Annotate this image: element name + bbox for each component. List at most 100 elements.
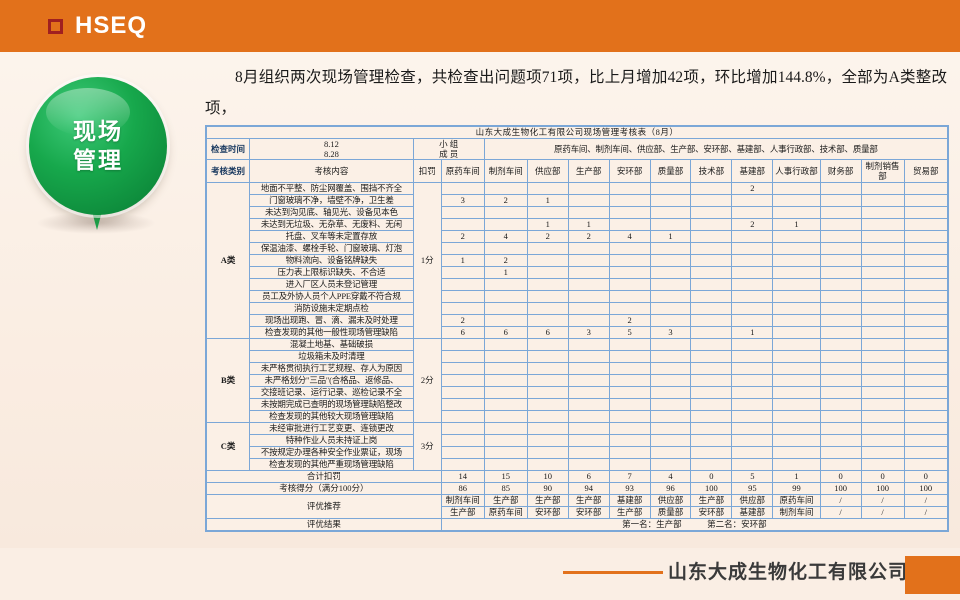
total-penalty-cell: 15 [483,470,528,483]
score-cell [526,266,569,279]
col-header-dept-7: 基建部 [731,159,774,183]
score-cell [860,326,905,339]
summary-paragraph-text: 8月组织两次现场管理检查，共检查出问题项71项，比上月增加42项，环比增加144… [205,69,947,117]
score-cell [903,290,949,303]
score-cell [526,458,569,471]
score-cell [690,302,733,315]
score-cell [526,254,569,267]
score-cell [819,218,862,231]
score-cell [608,242,651,255]
score-cell: 2 [483,254,528,267]
result-label: 评优结果 [206,518,442,531]
score-cell [608,398,651,411]
table-row: C类 未经审批进行工艺变更、连锁更改 3分 [205,422,949,471]
score-cell: 1 [649,230,692,243]
score-cell [483,242,528,255]
col-header-dept-0: 原药车间 [440,159,485,183]
badge-gloss-highlight [46,88,130,136]
score-cell [440,290,485,303]
score-cell [440,278,485,291]
score-cell: 3 [440,194,485,207]
score-cell [567,206,610,219]
score-cell [440,434,485,447]
score-cell [860,254,905,267]
score-cell [526,302,569,315]
score-total-cell: 90 [526,482,569,495]
score-cell [772,410,821,423]
score-cell [649,386,692,399]
score-cell [440,422,485,435]
score-cell [440,182,485,195]
score-cell [649,182,692,195]
score-cell [860,218,905,231]
score-cell: 1 [731,326,774,339]
summary-recommend-row-1: 评优推荐 制剂车间 生产部 生产部 生产部 基建部 供应部 生产部 供应部 原药车间 / / / [206,494,949,519]
score-cell [690,218,733,231]
score-cell: 1 [772,218,821,231]
table-row: 未按期完成已查明的现场管理缺陷整改 [207,398,949,411]
score-cell: 4 [608,230,651,243]
score-cell [819,326,862,339]
recommend-cell: 生产部 [440,506,485,519]
score-cell: 2 [731,218,774,231]
score-cell [567,386,610,399]
score-cell [608,302,651,315]
score-cell [772,326,821,339]
score-cell [608,338,651,351]
col-header-dept-9: 财务部 [819,159,862,183]
score-cell [440,398,485,411]
score-cell [903,254,949,267]
score-cell [649,254,692,267]
score-cell [567,350,610,363]
score-cell [819,206,862,219]
score-cell [526,434,569,447]
badge-label-line2: 管理 [73,147,123,173]
score-cell [567,182,610,195]
score-cell [649,278,692,291]
score-cell [649,194,692,207]
score-cell [903,362,949,375]
table-row: 托盘、叉车等未定置存放 2 4 2 2 4 1 [207,230,949,243]
score-cell [731,338,774,351]
score-cell [860,230,905,243]
score-cell [440,266,485,279]
score-cell [608,422,651,435]
score-cell [440,218,485,231]
assessment-content-cell: 检查发现的其他严重现场管理缺陷 [249,458,414,471]
score-cell [608,410,651,423]
score-cell [772,242,821,255]
score-cell [649,302,692,315]
recommend-cell: 生产部 [483,494,528,507]
score-cell [608,386,651,399]
score-cell [860,434,905,447]
inspection-time-label: 检查时间 [205,138,251,160]
inspection-date-1: 8.12 [323,139,339,150]
assessment-content-cell: 现场出现跑、冒、滴、漏未及时处理 [249,314,414,327]
page-title: HSEQ [75,12,148,39]
table-row: 不按规定办理各种安全作业票证，现场 [207,446,949,459]
assessment-content-cell: 交接班记录、运行记录、巡检记录不全 [249,386,414,399]
score-cell [903,182,949,195]
score-cell [526,206,569,219]
score-cell [819,338,862,351]
score-cell [772,362,821,375]
score-total-cell: 96 [649,482,692,495]
total-penalty-cell: 14 [440,470,485,483]
score-cell [819,194,862,207]
score-cell [567,290,610,303]
col-header-dept-4: 安环部 [608,159,651,183]
score-cell: 1 [440,254,485,267]
score-cell [860,278,905,291]
score-cell: 6 [483,326,528,339]
score-cell [860,290,905,303]
score-cell [819,374,862,387]
score-cell [731,434,774,447]
total-penalty-cell: 6 [567,470,610,483]
score-cell [526,446,569,459]
score-cell [731,266,774,279]
recommend-cell: 制剂车间 [440,494,485,507]
summary-result-row: 评优结果 第一名：生产部 第二名：安环部 [206,518,949,531]
score-cell [649,206,692,219]
score-cell [440,206,485,219]
summary-recommend-row-2: 生产部 原药车间 安环部 安环部 生产部 质量部 安环部 基建部 制剂车间 / / / [207,506,949,519]
